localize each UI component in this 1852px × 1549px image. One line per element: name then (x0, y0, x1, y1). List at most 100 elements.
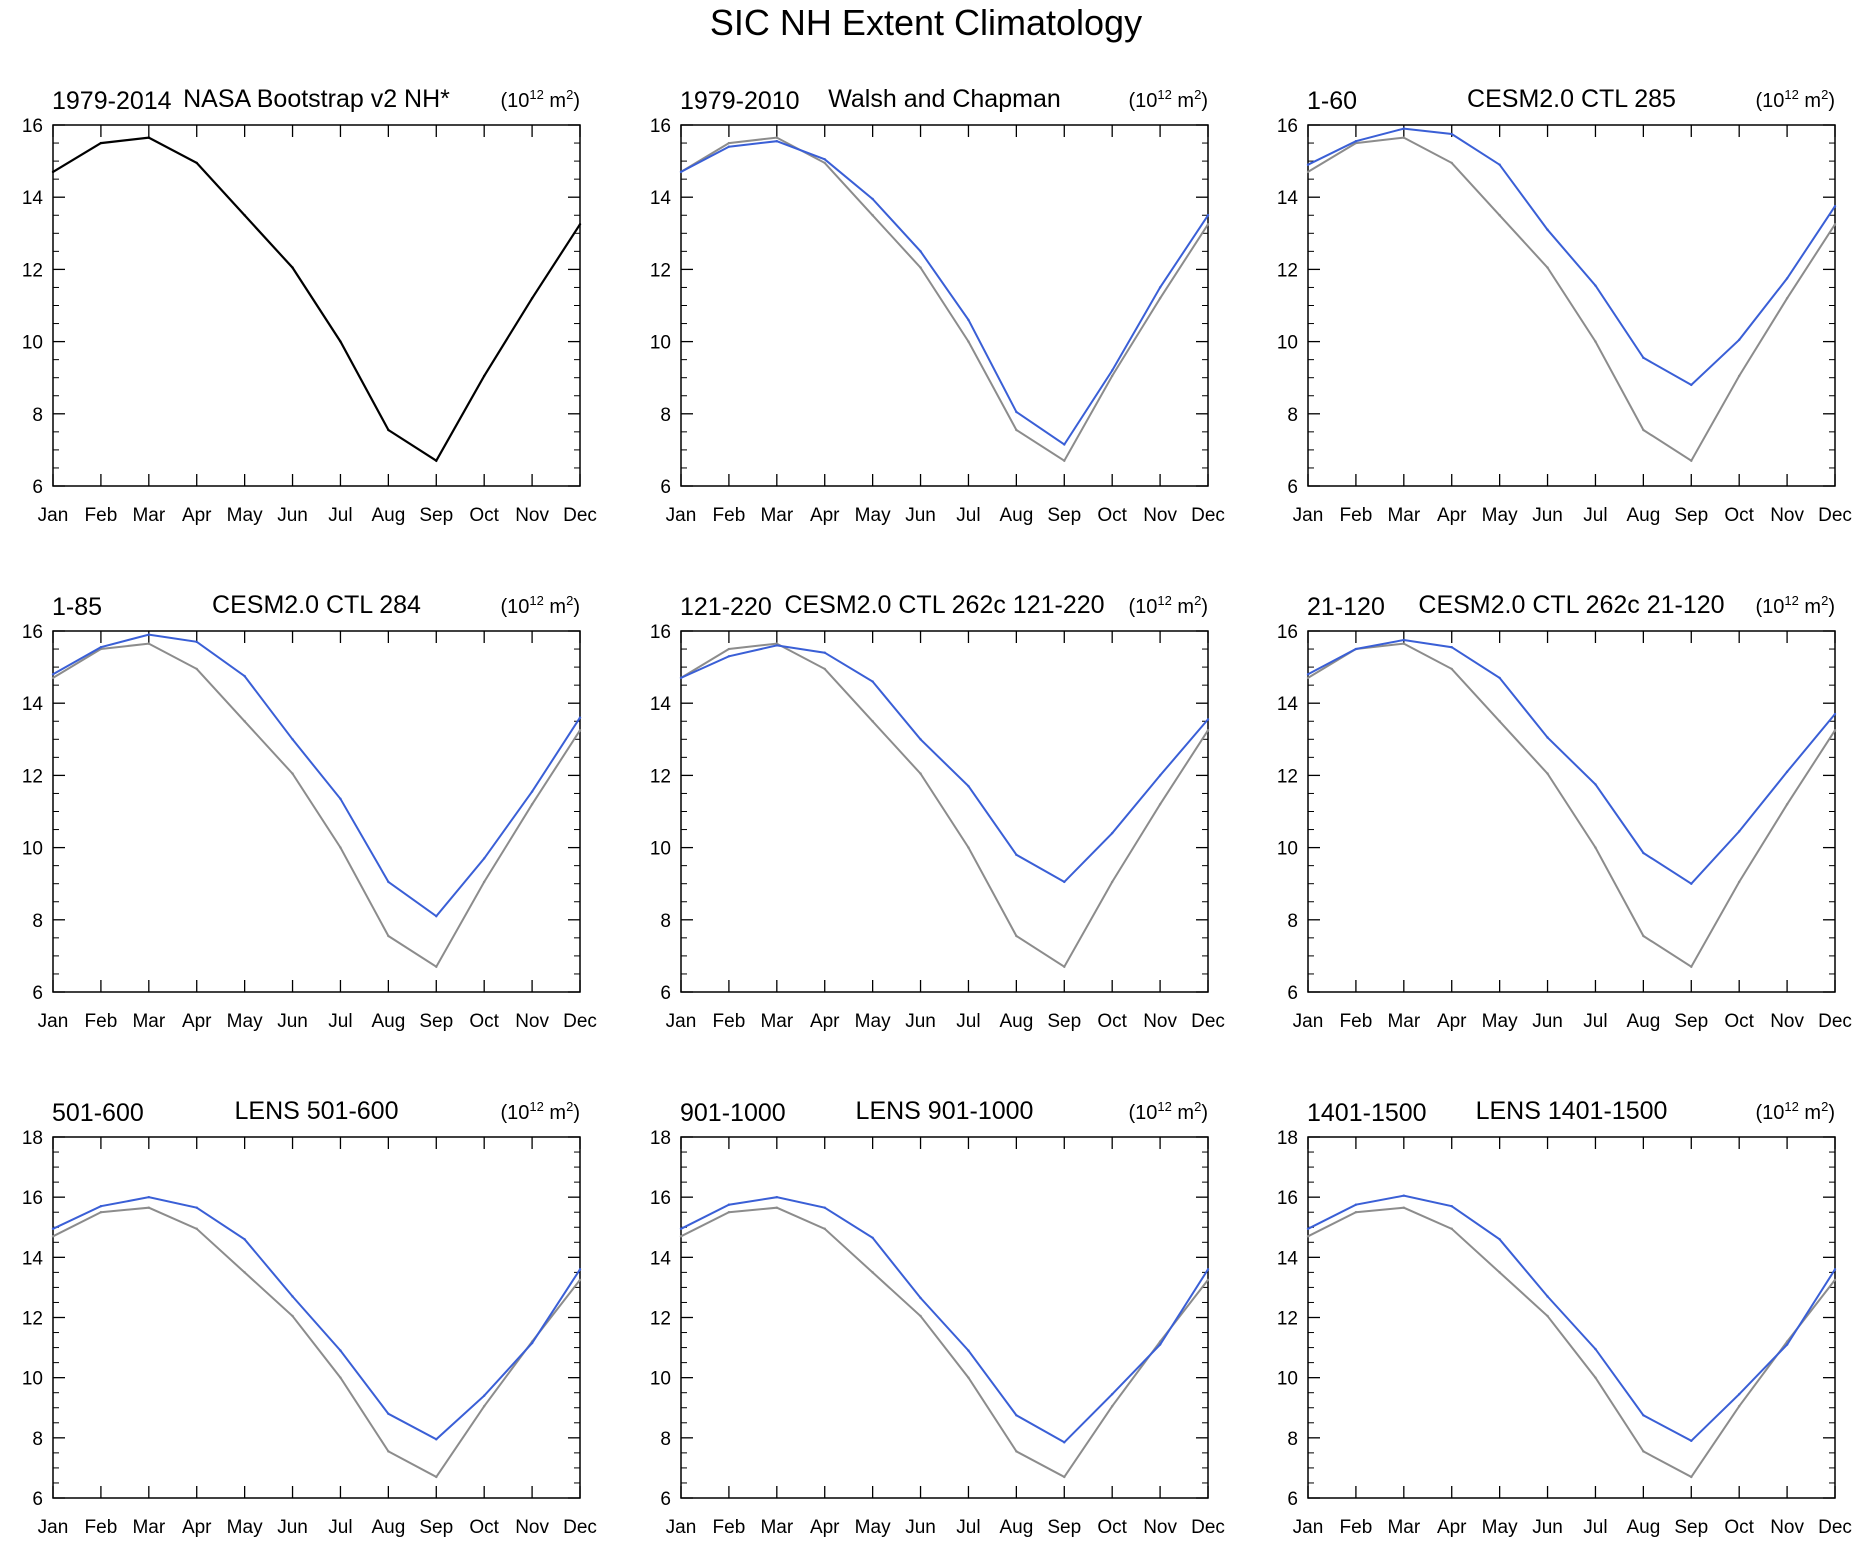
y-tick-label: 14 (22, 694, 44, 715)
units-part: ) (1828, 596, 1835, 618)
x-tick-label: Aug (999, 1011, 1033, 1032)
data-point-reference (435, 965, 438, 968)
data-point-model (1642, 1414, 1645, 1417)
data-point-model (1402, 127, 1406, 130)
x-tick-label: Apr (810, 505, 840, 526)
data-point-obs (99, 141, 103, 145)
data-point-model (1450, 132, 1453, 136)
y-tick-label: 8 (660, 405, 671, 426)
data-point-reference (1594, 1376, 1597, 1379)
x-tick-label: Nov (1143, 1517, 1177, 1538)
panel-period-label: 21-120 (1307, 593, 1385, 621)
series-line-model (1307, 638, 1836, 885)
data-point-model (967, 1349, 970, 1352)
data-point-obs (243, 214, 246, 217)
panel-title: CESM2.0 CTL 285 (1467, 85, 1676, 113)
data-point-model (482, 1394, 486, 1397)
data-point-model (727, 655, 731, 658)
data-point-model (1498, 676, 1501, 680)
y-tick-label: 8 (1287, 405, 1298, 426)
x-tick-label: Feb (85, 1517, 118, 1538)
data-point-reference (1450, 667, 1453, 671)
units-part: 12 (1157, 87, 1171, 102)
units-part: ) (1201, 1102, 1208, 1124)
x-tick-label: Nov (1143, 505, 1177, 526)
x-tick-label: Aug (999, 1517, 1033, 1538)
data-point-model (1450, 646, 1453, 649)
data-point-reference (1402, 1206, 1406, 1209)
x-tick-label: Sep (419, 505, 453, 526)
data-point-reference (99, 1211, 103, 1214)
data-point-reference (147, 1206, 151, 1209)
series-line-reference (680, 642, 1209, 969)
data-point-model (1690, 882, 1693, 885)
x-tick-label: Jul (328, 1011, 352, 1032)
y-tick-label: 10 (650, 1369, 671, 1390)
chart-panel-2: 6 8 10 12 14 16 Jan Feb Mar Apr May Jun Jul Aug Sep Oct… (650, 85, 1225, 526)
x-tick-label: Mar (760, 1517, 793, 1538)
data-point-reference (1498, 720, 1501, 723)
series-line-reference (680, 136, 1209, 463)
data-point-model (243, 1238, 246, 1241)
units-part: (10 (1756, 90, 1785, 112)
units-part: 2 (566, 87, 573, 102)
data-point-model (99, 646, 103, 649)
y-tick-label: 12 (650, 1309, 671, 1330)
x-tick-label: Sep (1047, 1517, 1081, 1538)
panel-title: CESM2.0 CTL 262c 21-120 (1418, 591, 1724, 619)
x-tick-label: Jun (1532, 505, 1563, 526)
data-point-reference (1833, 1278, 1837, 1282)
y-tick-label: 14 (650, 1248, 672, 1269)
data-point-reference (727, 141, 731, 145)
x-tick-label: Jun (277, 1011, 308, 1032)
x-tick-label: Feb (85, 505, 118, 526)
data-point-reference (51, 676, 55, 680)
data-point-model (1063, 443, 1066, 446)
chart-panel-4: 6 8 10 12 14 16 Jan Feb Mar Apr May Jun Jul Aug Sep Oct… (22, 591, 597, 1032)
units-part: ) (573, 90, 580, 112)
data-point-model (1737, 338, 1741, 341)
x-tick-label: Sep (1674, 1517, 1708, 1538)
units-part: (10 (1756, 596, 1785, 618)
data-point-model (51, 673, 55, 676)
data-point-model (387, 1412, 390, 1415)
x-tick-label: Jan (666, 505, 697, 526)
data-point-reference (1642, 934, 1645, 938)
data-point-model (1354, 1203, 1358, 1206)
units-part: ) (1201, 90, 1208, 112)
y-tick-label: 6 (32, 477, 43, 498)
units-label: (1012 m2) (1129, 593, 1209, 618)
data-point-reference (1737, 374, 1741, 378)
data-point-model (482, 857, 486, 860)
data-point-model (195, 1206, 198, 1209)
data-point-reference (1110, 374, 1114, 378)
panel-period-label: 1979-2010 (680, 87, 800, 115)
data-point-model (530, 1341, 534, 1345)
y-tick-label: 6 (1287, 983, 1298, 1004)
x-tick-label: Jun (277, 1517, 308, 1538)
data-point-model (679, 676, 683, 680)
x-tick-label: Nov (1770, 505, 1804, 526)
units-label: (1012 m2) (501, 593, 581, 618)
x-tick-label: Dec (1191, 1011, 1225, 1032)
units-part: (10 (1756, 1102, 1785, 1124)
y-tick-label: 16 (1277, 622, 1298, 643)
data-point-model (1015, 410, 1018, 414)
y-tick-label: 14 (1277, 694, 1299, 715)
y-tick-label: 16 (650, 116, 671, 137)
panel-period-label: 1-60 (1307, 87, 1357, 115)
data-point-model (1690, 383, 1693, 387)
x-tick-label: Jul (328, 1517, 352, 1538)
data-point-reference (51, 1235, 55, 1238)
units-label: (1012 m2) (1756, 87, 1836, 112)
y-tick-label: 10 (22, 333, 43, 354)
units-part: 12 (529, 87, 543, 102)
x-tick-label: Apr (182, 1517, 212, 1538)
x-tick-label: Mar (1387, 1011, 1420, 1032)
data-point-model (1737, 1393, 1741, 1396)
data-point-reference (339, 1376, 342, 1379)
chart-panel-8: 6 8 10 12 14 16 18 Jan Feb Mar Apr May Jun Jul Aug Sep O… (650, 1097, 1225, 1538)
data-point-model (578, 716, 582, 719)
data-point-model (727, 1203, 731, 1206)
data-point-reference (919, 1314, 922, 1318)
